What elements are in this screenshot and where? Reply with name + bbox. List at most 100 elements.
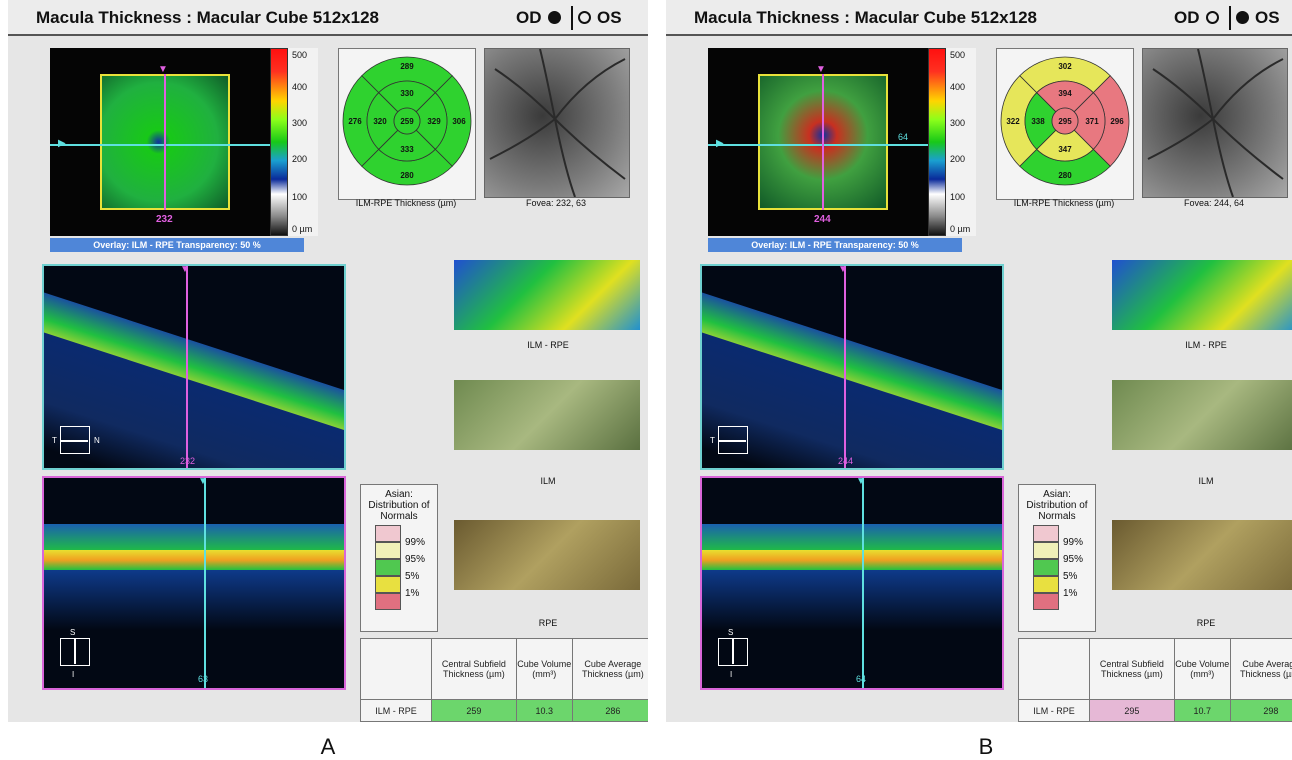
- table-header: Cube Average Thickness (µm): [571, 637, 648, 701]
- vertical-position-line: [186, 266, 188, 468]
- surface-caption: ILM: [1198, 476, 1214, 486]
- retinal-vessels-icon: [489, 48, 626, 198]
- orient-top-label: S: [728, 628, 734, 637]
- scan-position-marker-icon[interactable]: ▼: [180, 264, 190, 275]
- legend-swatch: [375, 593, 401, 610]
- scale-tick: 0 µm: [292, 224, 313, 234]
- surface-ilm-rpe[interactable]: [1112, 260, 1292, 330]
- orient-right-label: N: [94, 436, 100, 445]
- table-corner: [360, 637, 432, 701]
- overlay-transparency-bar[interactable]: Overlay: ILM - RPE Transparency: 50 %: [50, 238, 304, 252]
- etdrs-value-temporal-inner: 320: [373, 117, 387, 126]
- table-header: Central Subfield Thickness (µm): [1089, 637, 1175, 701]
- scale-tick: 100: [292, 192, 308, 202]
- table-header: Central Subfield Thickness (µm): [431, 637, 517, 701]
- etdrs-value-nasal-inner: 371: [1085, 117, 1099, 126]
- report-header: Macula Thickness : Macular Cube 512x128 …: [666, 0, 1292, 36]
- scan-marker-left-icon[interactable]: ▶: [58, 138, 66, 149]
- os-label: OS: [597, 8, 622, 27]
- os-toggle[interactable]: OS: [578, 8, 622, 28]
- etdrs-value-superior-inner: 330: [400, 89, 414, 98]
- surface-caption: ILM - RPE: [527, 340, 569, 350]
- vertical-bscan[interactable]: ▼ S I 64: [700, 476, 1004, 690]
- normals-legend: Asian: Distribution of Normals 99% 95% 5…: [360, 484, 438, 632]
- etdrs-value-central: 259: [400, 117, 414, 126]
- scale-tick: 200: [950, 154, 966, 164]
- legend-label: 5%: [405, 571, 420, 582]
- scale-tick: 300: [292, 118, 308, 128]
- etdrs-value-inferior-outer: 280: [1058, 171, 1072, 180]
- thickness-overlay-map[interactable]: ▼ ▶ 244 64: [708, 48, 928, 236]
- scan-marker-top-icon[interactable]: ▼: [816, 64, 826, 75]
- retina-layer: [702, 524, 1002, 552]
- vertical-bscan[interactable]: ▼ S I 63: [42, 476, 346, 690]
- surface-caption: ILM: [540, 476, 556, 486]
- fovea-caption: Fovea: 232, 63: [525, 198, 587, 208]
- scan-position-marker-icon[interactable]: ▼: [198, 476, 208, 487]
- os-radio-icon[interactable]: [578, 11, 591, 24]
- surface-ilm-rpe[interactable]: [454, 260, 640, 330]
- legend-swatch: [1033, 542, 1059, 559]
- etdrs-value-temporal-outer: 322: [1006, 117, 1020, 126]
- surface-ilm[interactable]: [1112, 380, 1292, 450]
- surface-rpe[interactable]: [454, 520, 640, 590]
- od-radio-icon[interactable]: [547, 11, 561, 24]
- scan-position-marker-icon[interactable]: ▼: [856, 476, 866, 487]
- scan-marker-left-icon[interactable]: ▶: [716, 138, 724, 149]
- od-toggle[interactable]: OD: [516, 8, 561, 28]
- horizontal-bscan[interactable]: ▼ T N 232: [42, 264, 346, 470]
- legend-swatch: [375, 542, 401, 559]
- legend-label: 5%: [1063, 571, 1078, 582]
- table-header: Cube Volume (mm³): [515, 637, 573, 701]
- report-title: Macula Thickness : Macular Cube 512x128: [36, 8, 379, 27]
- thickness-summary-table: Central Subfield Thickness (µm) Cube Vol…: [1018, 637, 1292, 722]
- surface-caption: RPE: [538, 618, 558, 628]
- report-title: Macula Thickness : Macular Cube 512x128: [694, 8, 1037, 27]
- rpe-layer: [702, 550, 1002, 570]
- etdrs-value-inferior-inner: 333: [400, 145, 414, 154]
- vertical-position-line: [844, 266, 846, 468]
- legend-label: 99%: [405, 537, 426, 548]
- os-toggle[interactable]: OS: [1236, 8, 1280, 28]
- table-header: Cube Average Thickness (µm): [1229, 637, 1292, 701]
- surface-rpe[interactable]: [1112, 520, 1292, 590]
- surface-caption: ILM - RPE: [1185, 340, 1227, 350]
- orient-left-label: T: [710, 436, 715, 445]
- table-header: Cube Volume (mm³): [1173, 637, 1231, 701]
- legend-label: 95%: [405, 554, 426, 565]
- normals-legend: Asian: Distribution of Normals 99% 95% 5…: [1018, 484, 1096, 632]
- map-side-value: 64: [898, 132, 909, 142]
- table-cell: 298: [1229, 699, 1292, 722]
- bscan-number: 232: [180, 456, 196, 466]
- horizontal-bscan[interactable]: ▼ T 244: [700, 264, 1004, 470]
- thickness-overlay-map[interactable]: ▼ ▶ 232: [50, 48, 270, 236]
- etdrs-value-superior-outer: 289: [400, 62, 414, 71]
- orientation-box-icon: [60, 426, 90, 454]
- map-marker-value: 244: [814, 214, 831, 225]
- od-radio-icon[interactable]: [1205, 11, 1219, 24]
- etdrs-value-nasal-outer: 296: [1110, 117, 1124, 126]
- legend-swatch: [1033, 525, 1059, 542]
- legend-swatch: [375, 576, 401, 593]
- scan-marker-top-icon[interactable]: ▼: [158, 64, 168, 75]
- etdrs-value-superior-inner: 394: [1058, 89, 1072, 98]
- table-corner: [1018, 637, 1090, 701]
- od-toggle[interactable]: OD: [1174, 8, 1219, 28]
- bscan-number: 64: [856, 674, 867, 684]
- table-row-label: ILM - RPE: [1018, 699, 1090, 722]
- panel-label: A: [320, 734, 336, 759]
- eye-divider: [571, 6, 573, 30]
- scale-tick: 500: [950, 50, 966, 60]
- retina-layer: [44, 524, 344, 552]
- os-radio-icon[interactable]: [1236, 11, 1249, 24]
- choroid-layer: [44, 570, 344, 630]
- scan-position-marker-icon[interactable]: ▼: [838, 264, 848, 275]
- etdrs-value-temporal-outer: 276: [348, 117, 362, 126]
- legend-title: Asian: Distribution of Normals: [1026, 489, 1088, 522]
- retinal-vessels-icon: [1147, 48, 1284, 198]
- legend-label: 95%: [1063, 554, 1084, 565]
- surface-ilm[interactable]: [454, 380, 640, 450]
- table-cell: 10.7: [1173, 699, 1231, 722]
- scale-tick: 500: [292, 50, 308, 60]
- overlay-transparency-bar[interactable]: Overlay: ILM - RPE Transparency: 50 %: [708, 238, 962, 252]
